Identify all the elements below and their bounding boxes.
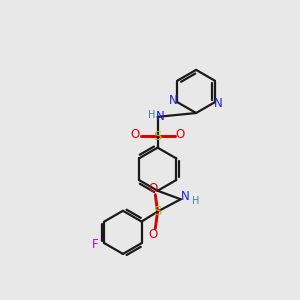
Text: O: O (148, 182, 158, 195)
Text: N: N (155, 110, 164, 123)
Text: N: N (214, 97, 223, 110)
Text: S: S (153, 205, 162, 218)
Text: N: N (169, 94, 178, 107)
Text: H: H (148, 110, 155, 119)
Text: O: O (148, 228, 158, 241)
Text: F: F (92, 238, 98, 251)
Text: H: H (192, 196, 200, 206)
Text: N: N (181, 190, 190, 203)
Text: O: O (175, 128, 184, 141)
Text: O: O (130, 128, 140, 141)
Text: S: S (153, 130, 162, 142)
